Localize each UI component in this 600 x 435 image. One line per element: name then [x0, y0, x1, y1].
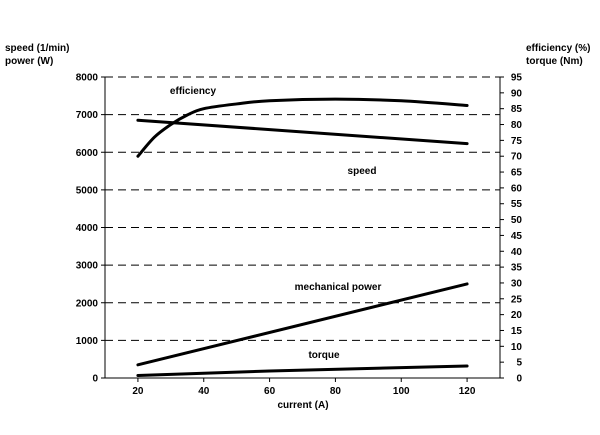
x-tick-label: 60 [264, 386, 276, 397]
left-y-tick-label: 5000 [76, 185, 99, 196]
left-y-tick-label: 6000 [76, 148, 99, 159]
left-y-tick-label: 0 [92, 374, 98, 385]
efficiency-series-line [136, 97, 469, 158]
right-y-tick-label: 50 [511, 215, 523, 226]
right-y-tick-label: 15 [511, 326, 523, 337]
right-y-tick-label: 95 [511, 73, 523, 84]
mechanical-power-series-line [136, 282, 469, 367]
right-axis-title-line-1: efficiency (%) [526, 43, 590, 54]
torque-series-label: torque [308, 350, 340, 361]
x-axis-title: current (A) [277, 400, 328, 411]
x-tick-label: 20 [132, 386, 144, 397]
left-y-tick-label: 4000 [76, 223, 99, 234]
tick-labels: 0 1000 2000 3000 4000 5000 6000 7000 8000 0 5 10 15 2… [76, 73, 523, 398]
left-y-tick-label: 7000 [76, 110, 99, 121]
right-y-tick-label: 5 [516, 358, 522, 369]
left-axis-title-line-1: speed (1/min) [5, 43, 69, 54]
left-y-tick-label: 1000 [76, 336, 99, 347]
right-y-tick-label: 65 [511, 168, 523, 179]
left-axis-title-line-2: power (W) [5, 56, 53, 67]
mechanical-power-series-label: mechanical power [295, 282, 382, 293]
x-tick-label: 80 [330, 386, 342, 397]
efficiency-series-label: efficiency [170, 86, 217, 97]
right-y-tick-label: 60 [511, 183, 523, 194]
right-y-tick-label: 90 [511, 88, 523, 99]
right-y-tick-label: 0 [516, 374, 522, 385]
right-y-tick-label: 25 [511, 294, 523, 305]
x-tick-label: 40 [198, 386, 210, 397]
right-y-tick-label: 45 [511, 231, 523, 242]
left-y-tick-label: 3000 [76, 261, 99, 272]
right-y-tick-label: 35 [511, 263, 523, 274]
left-y-tick-label: 8000 [76, 73, 99, 84]
gridlines [105, 76, 500, 341]
right-axis-title-line-2: torque (Nm) [526, 56, 583, 67]
speed-series-label: speed [348, 166, 377, 177]
right-y-tick-label: 40 [511, 247, 523, 258]
right-y-tick-label: 55 [511, 199, 523, 210]
right-y-tick-label: 75 [511, 136, 523, 147]
right-y-tick-label: 30 [511, 278, 523, 289]
right-y-tick-label: 20 [511, 310, 523, 321]
torque-series-line [136, 364, 469, 377]
series-labels: efficiency speed mechanical power torque [170, 86, 382, 361]
right-y-tick-label: 70 [511, 152, 523, 163]
speed-series-line [136, 118, 469, 146]
right-y-tick-label: 10 [511, 342, 523, 353]
right-y-tick-label: 80 [511, 120, 523, 131]
x-tick-label: 120 [459, 386, 476, 397]
left-y-tick-label: 2000 [76, 298, 99, 309]
series-lines [136, 97, 469, 377]
right-y-tick-label: 85 [511, 104, 523, 115]
x-tick-label: 100 [393, 386, 410, 397]
